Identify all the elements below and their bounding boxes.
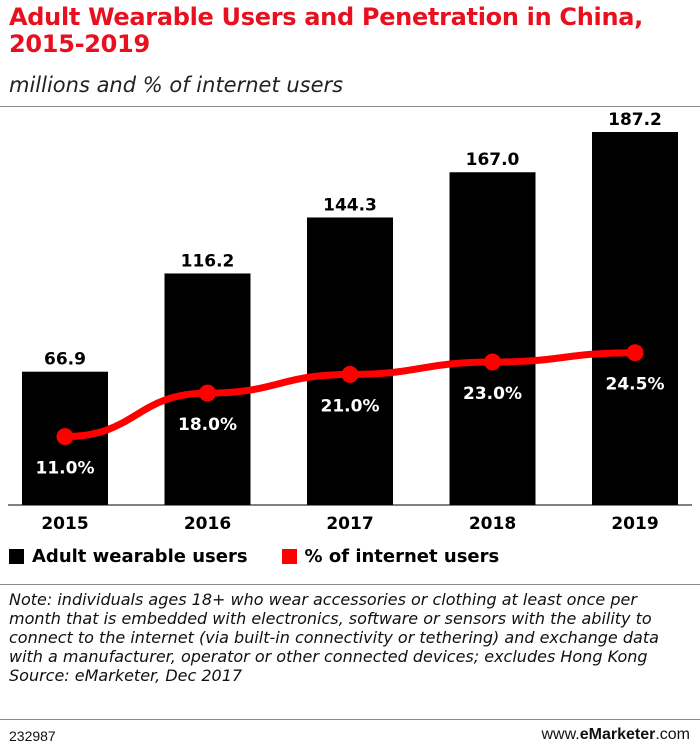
bar-value-label-2016: 116.2 <box>181 251 235 271</box>
chart-id: 232987 <box>9 728 56 744</box>
x-tick-2016: 2016 <box>184 514 231 534</box>
data-labels: 66.9 11.0% 116.2 18.0% 144.3 21.0% 167.0 23.0% 1… <box>36 110 665 479</box>
legend-swatch-penetration <box>281 549 297 564</box>
chart-area: 2015 2016 2017 2018 2019 66.9 11.0% 116.2 18.0%… <box>8 110 692 534</box>
line-points <box>56 344 644 446</box>
pct-label-2017: 21.0% <box>321 396 380 416</box>
x-tick-2015: 2015 <box>41 514 88 534</box>
line-point-2015 <box>56 428 74 446</box>
bar-value-label-2015: 66.9 <box>44 350 86 370</box>
note-divider <box>0 584 700 585</box>
bar-series <box>22 132 678 505</box>
line-point-2017 <box>341 365 359 383</box>
line-point-2019 <box>626 344 644 362</box>
legend-label-penetration: % of internet users <box>304 546 500 567</box>
x-axis-ticks: 2015 2016 2017 2018 2019 <box>41 514 658 534</box>
pct-label-2019: 24.5% <box>606 375 665 395</box>
legend-swatch-users <box>9 549 24 564</box>
top-divider <box>0 106 700 107</box>
bar-value-label-2017: 144.3 <box>323 195 377 215</box>
pct-label-2016: 18.0% <box>178 415 237 435</box>
legend: Adult wearable users % of internet users <box>9 546 533 567</box>
chart-note: Note: individuals ages 18+ who wear acce… <box>9 590 693 685</box>
pct-label-2015: 11.0% <box>36 459 95 479</box>
bar-2017 <box>307 217 393 505</box>
brand-logo[interactable]: www.eMarketer.com <box>541 726 690 744</box>
x-tick-2018: 2018 <box>469 514 516 534</box>
chart-subtitle: millions and % of internet users <box>9 73 344 97</box>
bar-value-label-2019: 187.2 <box>608 110 662 130</box>
legend-label-users: Adult wearable users <box>32 546 248 567</box>
source-text: Source: eMarketer, Dec 2017 <box>9 666 243 685</box>
bar-value-label-2018: 167.0 <box>466 150 520 170</box>
footer-divider <box>0 719 700 720</box>
brand-name: eMarketer <box>579 726 656 743</box>
legend-item-users: Adult wearable users <box>9 546 248 567</box>
line-point-2016 <box>199 384 216 402</box>
chart-title: Adult Wearable Users and Penetration in … <box>9 3 643 58</box>
x-tick-2019: 2019 <box>611 514 658 534</box>
line-point-2018 <box>484 353 501 371</box>
legend-item-penetration: % of internet users <box>281 546 500 567</box>
bar-2018 <box>449 172 536 505</box>
pct-label-2018: 23.0% <box>463 384 522 404</box>
brand-suffix: .com <box>655 726 690 743</box>
brand-prefix: www. <box>541 726 580 743</box>
bar-2019 <box>592 132 678 505</box>
x-tick-2017: 2017 <box>326 514 373 534</box>
note-text: Note: individuals ages 18+ who wear acce… <box>9 590 659 666</box>
